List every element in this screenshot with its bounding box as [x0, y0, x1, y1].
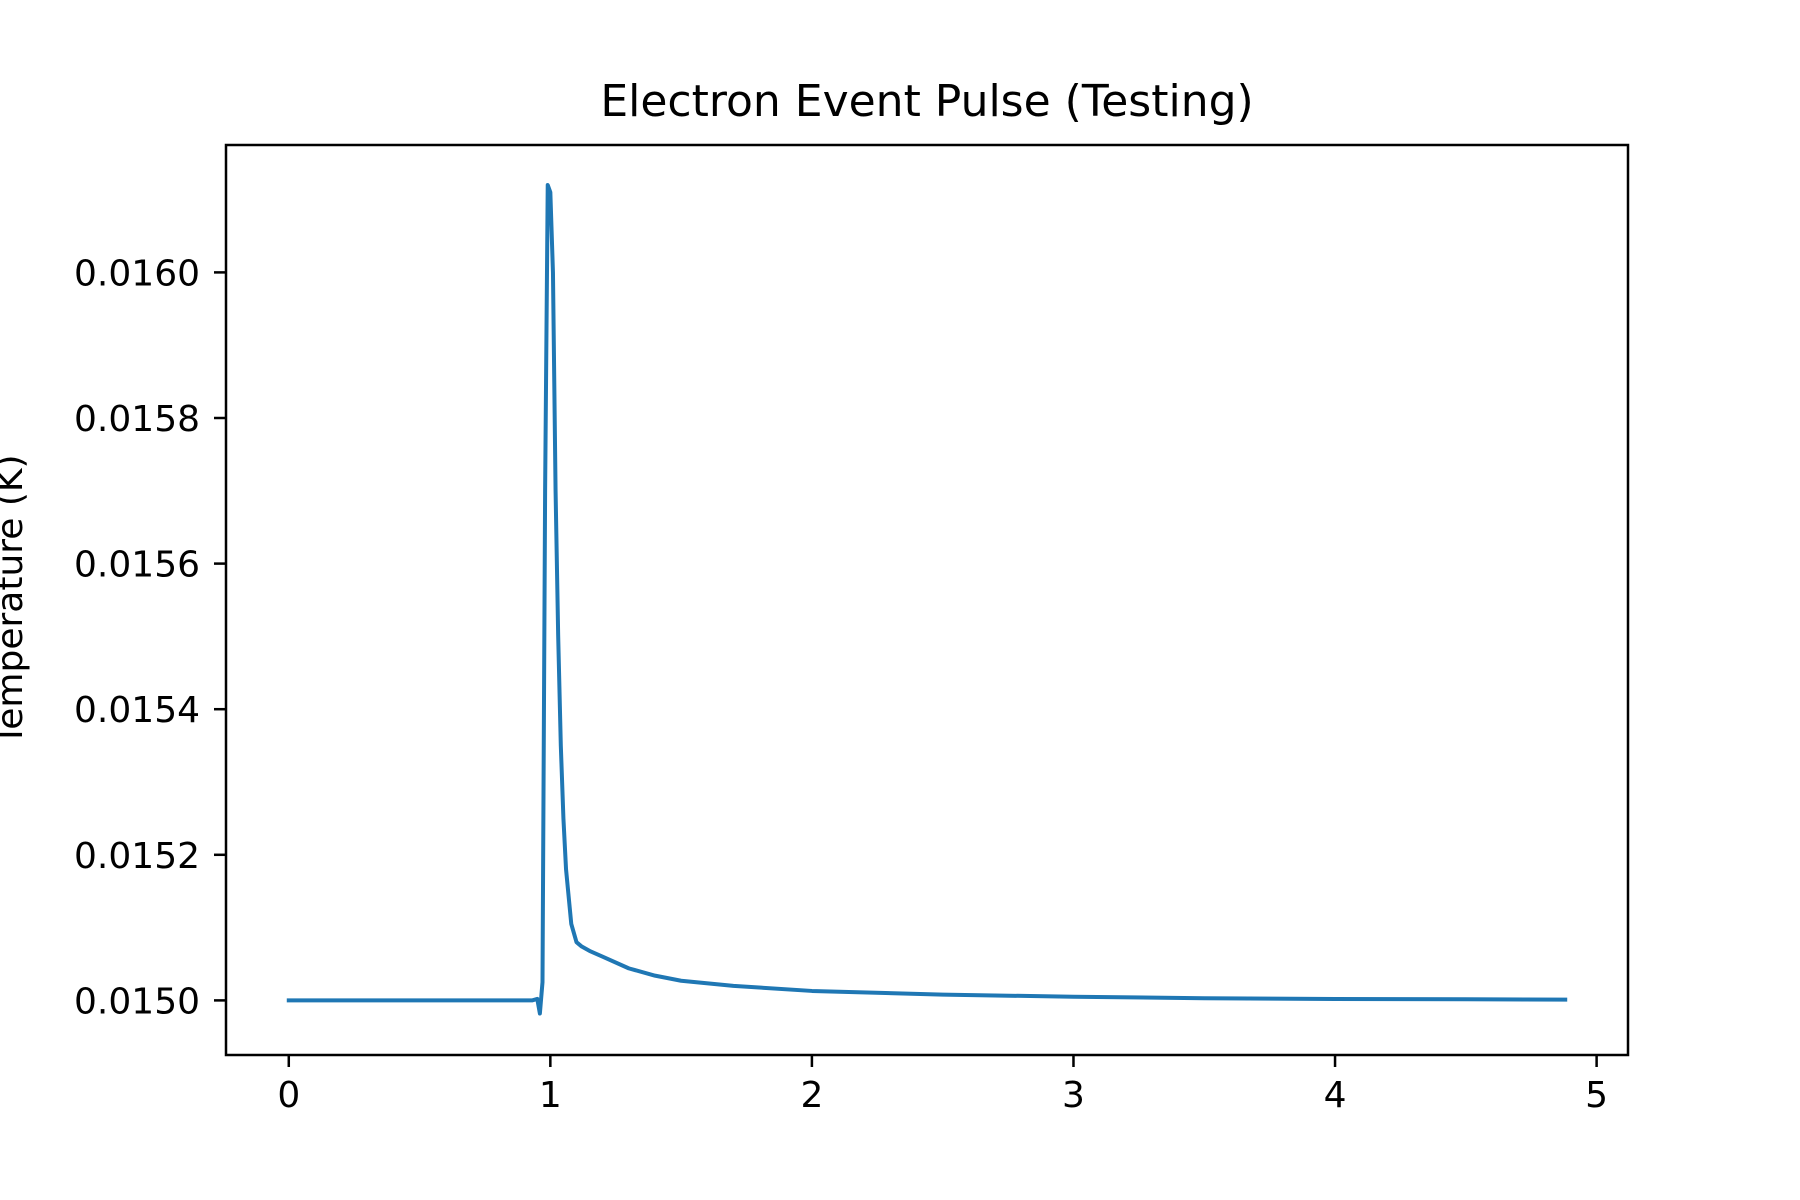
series-line-0: [286, 183, 1568, 1016]
x-tick-label-4: 4: [1324, 1075, 1347, 1116]
x-tick-label-2: 2: [800, 1075, 823, 1116]
x-tick-label-1: 1: [539, 1075, 562, 1116]
chart-title: Electron Event Pulse (Testing): [600, 76, 1253, 127]
x-tick-label-5: 5: [1585, 1075, 1608, 1116]
y-tick-label-1: 0.0152: [74, 836, 200, 877]
y-tick-label-0: 0.0150: [74, 981, 200, 1022]
x-tick-label-0: 0: [277, 1075, 300, 1116]
y-tick-label-3: 0.0156: [74, 545, 200, 586]
y-tick-label-5: 0.0160: [74, 253, 200, 294]
plot-area: 0 1 2 3 4 5 0.0150 0.0152 0.0154 0.0156 0.0158 0.01…: [74, 143, 1630, 1116]
y-tick-label-4: 0.0158: [74, 399, 200, 440]
y-axis-label: Temperature (K): [0, 454, 31, 746]
axes-frame: [224, 143, 1630, 1057]
x-tick-label-3: 3: [1062, 1075, 1085, 1116]
y-tick-label-2: 0.0154: [74, 690, 200, 731]
